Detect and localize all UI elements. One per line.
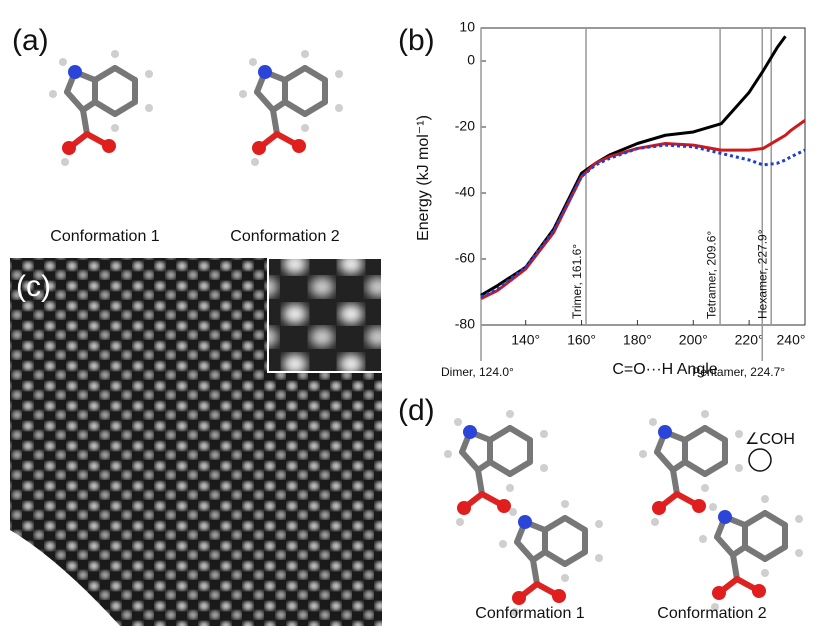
stm-inset: [268, 258, 382, 372]
page: {"panels": { "a": {"label": "(a)", "capt…: [0, 0, 816, 626]
molecule: [239, 50, 343, 166]
panel-label: (d): [398, 394, 435, 427]
x-tick-label: 220°: [735, 332, 764, 348]
reference-label: Pentamer, 224.7°: [692, 365, 785, 379]
y-tick-label: -20: [455, 118, 475, 134]
series-line: [481, 36, 785, 295]
molecule: [499, 500, 603, 616]
molecule: [639, 410, 743, 526]
caption: Conformation 1: [50, 228, 159, 245]
molecule: [699, 495, 803, 611]
caption: Conformation 2: [230, 228, 339, 245]
panel-label: (c): [16, 270, 51, 303]
x-tick-label: 180°: [623, 332, 652, 348]
reference-label: Trimer, 161.6°: [570, 244, 584, 319]
y-tick-label: -80: [455, 316, 475, 332]
x-tick-label: 160°: [567, 332, 596, 348]
x-tick-label: 140°: [511, 332, 540, 348]
y-tick-label: 0: [467, 52, 475, 68]
y-tick-label: -40: [455, 184, 475, 200]
panel-label: (b): [398, 24, 435, 57]
annotation: ∠COH: [745, 431, 795, 448]
reference-label: Dimer, 124.0°: [441, 365, 514, 379]
caption: Conformation 1: [475, 605, 584, 622]
molecule: [49, 50, 153, 166]
x-tick-label: 240°: [777, 332, 806, 348]
reference-label: Hexamer, 227.9°: [755, 229, 769, 319]
y-tick-label: -60: [455, 250, 475, 266]
reference-label: Tetramer, 209.6°: [704, 231, 718, 319]
panel-label: (a): [12, 24, 49, 57]
y-tick-label: 10: [459, 19, 475, 35]
caption: Conformation 2: [657, 605, 766, 622]
y-axis-label: Energy (kJ mol⁻¹): [415, 115, 432, 241]
figure: (a) Conformation 1 Conformation 2 (c) (d…: [0, 0, 816, 626]
angle-mark: [749, 449, 771, 471]
x-tick-label: 200°: [679, 332, 708, 348]
molecule: [444, 410, 548, 526]
